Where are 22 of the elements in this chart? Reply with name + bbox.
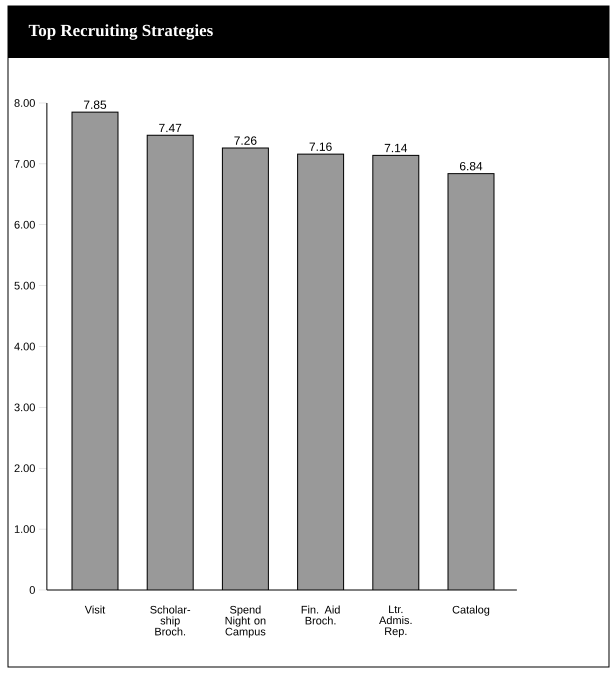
data-label: 6.84: [460, 162, 482, 170]
data-label: 7.14: [384, 144, 408, 152]
x-tick-label: Visit: [84, 606, 106, 614]
y-tick-label: 8.00: [14, 99, 35, 107]
x-tick-label: Scholar-ship Broch.: [150, 606, 190, 636]
data-label: 7.85: [84, 100, 106, 109]
x-tick-label: Ltr. Admis. Rep.: [379, 606, 412, 638]
x-tick-label: Catalog: [452, 606, 490, 616]
x-tick-label: Spend Night on Campus: [226, 606, 266, 638]
data-label: 7.16: [310, 142, 332, 151]
data-label: 7.26: [234, 136, 257, 145]
y-tick-label: 3.00: [14, 404, 35, 412]
x-tick-label: Fin. Aid Broch.: [302, 606, 340, 625]
y-tick-label: 6.00: [14, 220, 35, 229]
y-tick-label: 2.00: [14, 464, 35, 472]
chart-title: Top Recruiting Strategies: [28, 24, 213, 40]
y-tick-label: 5.00: [14, 282, 35, 290]
y-tick-label: 7.00: [14, 160, 35, 168]
y-tick-label: 0: [30, 586, 35, 594]
y-tick-label: 1.00: [14, 525, 35, 533]
data-label: 7.47: [159, 124, 182, 132]
y-tick-label: 4.00: [14, 342, 35, 350]
